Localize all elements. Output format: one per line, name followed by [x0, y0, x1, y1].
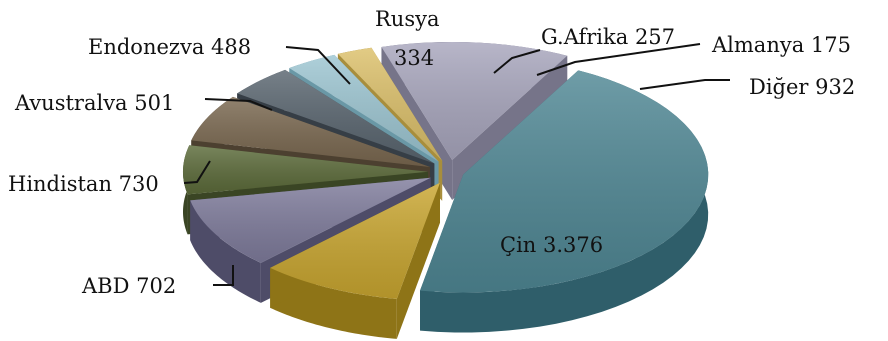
label-diger: Diğer 932 [749, 75, 855, 99]
leader-lines [183, 43, 730, 286]
slice-gloss [191, 96, 431, 167]
slice-gloss [337, 47, 443, 161]
slice-gloss [289, 54, 439, 162]
pie-slice--in [420, 70, 709, 333]
label-hindistan: Hindistan 730 [8, 172, 159, 196]
slice-gloss [270, 182, 441, 299]
leader-avustralya [204, 98, 273, 111]
leader-gafrika [493, 49, 541, 74]
data-labels: Çin 3.376 ABD 702 Hindistan 730 Avustral… [8, 7, 855, 298]
label-rusya-value: 334 [394, 46, 434, 70]
leader-almanya [536, 43, 701, 76]
slice-gloss [420, 70, 709, 293]
slice-gloss [237, 69, 435, 164]
label-cin: Çin 3.376 [500, 233, 603, 257]
leader-diger [639, 79, 730, 90]
pie-slice-abd [270, 182, 441, 339]
label-rusya-name: Rusya [375, 7, 440, 31]
slice-side-wall [190, 200, 261, 303]
label-gafrika: G.Afrika 257 [541, 25, 675, 49]
slice-gloss [381, 41, 568, 160]
slice-side-wall [420, 70, 709, 333]
label-avustralya: Avustralva 501 [14, 91, 174, 115]
label-almanya: Almanya 175 [711, 33, 851, 57]
slice-gloss [183, 145, 429, 195]
pie-slices [183, 41, 709, 339]
slice-gloss [190, 177, 431, 263]
leader-hindistan [183, 160, 211, 184]
label-endonezya: Endonezva 488 [88, 35, 251, 59]
leader-abd [213, 265, 234, 286]
leader-endonezya [285, 46, 351, 85]
label-abd: ABD 702 [81, 274, 176, 298]
